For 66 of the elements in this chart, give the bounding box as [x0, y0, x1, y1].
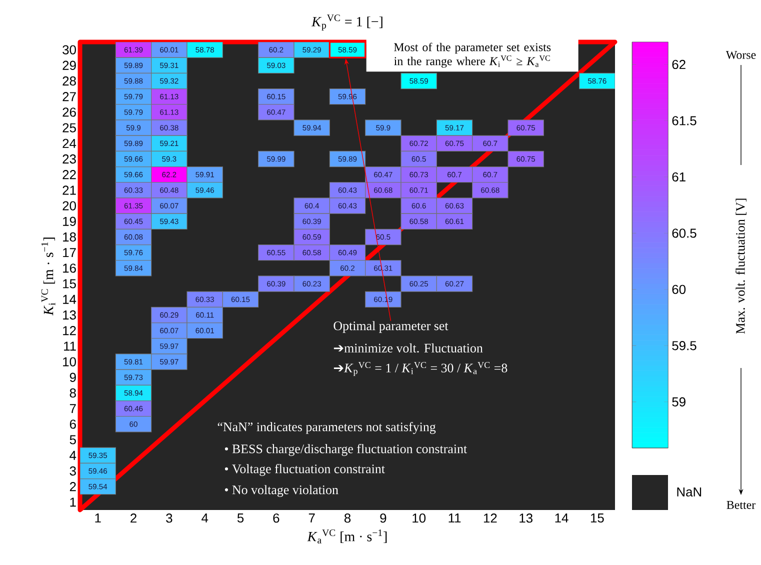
x-axis-title: K$_{a}$$^{VC}$ [m · s$^{−1}$] [307, 530, 387, 544]
annotation: • Voltage fluctuation constraint [224, 464, 385, 476]
y-tick-label: 12 [63, 326, 76, 336]
y-tick-label: 28 [62, 76, 76, 86]
y-tick-label: 22 [62, 170, 76, 180]
y-tick-label: 2 [70, 482, 76, 492]
x-tick-label: 6 [273, 514, 280, 523]
color-bar-label: 62 [672, 60, 686, 70]
text: ➔K$_{p}$$^{VC}$ = 1 / K$_{i}$$^{VC}$ = 30 / K$_{a}$$^{VC}$ =8 [334, 362, 508, 376]
text: Worse [726, 50, 756, 59]
color-bar-label: 59 [672, 397, 686, 406]
y-tick-label: 6 [70, 420, 76, 429]
y-tick-label: 23 [62, 154, 76, 164]
y-tick-label: 20 [62, 201, 76, 210]
y-tick-label: 9 [70, 372, 76, 382]
y-tick-label: 26 [62, 108, 76, 117]
y-tick-label: 29 [62, 60, 76, 70]
annotation: ➔minimize volt. Fluctuation [334, 343, 483, 353]
x-tick-label: 2 [130, 514, 136, 523]
color-bar-label: 59.5 [672, 341, 696, 350]
x-tick-label: 10 [412, 514, 426, 523]
y-tick-label: 14 [63, 294, 76, 304]
y-tick-label: 25 [62, 123, 76, 132]
text: Better [726, 501, 756, 509]
annotation: • No voltage violation [224, 485, 338, 497]
color-bar-label: 60 [672, 284, 686, 294]
y-tick-label: 30 [62, 45, 76, 54]
color-bar-label: 61.5 [672, 116, 696, 126]
y-tick-label: 24 [62, 138, 76, 148]
color-bar-label: 61 [672, 172, 686, 182]
y-tick-label: 5 [70, 435, 76, 444]
y-tick-label: 1 [70, 498, 76, 507]
y-tick-label: 21 [62, 186, 76, 195]
x-tick-label: 9 [380, 514, 386, 523]
y-tick-label: 10 [63, 357, 76, 366]
x-tick-label: 15 [590, 514, 604, 523]
text: NaN [677, 487, 702, 496]
annotation: “NaN” indicates parameters not satisfying [218, 422, 436, 434]
y-tick-label: 8 [70, 388, 76, 398]
y-tick-label: 27 [62, 92, 76, 102]
x-tick-label: 3 [166, 514, 172, 523]
color-bar-title: Max. volt. fluctuation [V] [736, 198, 746, 334]
annotation: • BESS charge/discharge fluctuation constraint [224, 444, 468, 456]
x-tick-label: 5 [237, 514, 244, 523]
y-tick-label: 16 [63, 264, 76, 273]
x-tick-label: 11 [448, 514, 461, 522]
color-bar-label: 60.5 [672, 228, 696, 238]
x-tick-label: 4 [202, 514, 208, 522]
x-tick-label: 1 [95, 514, 101, 522]
x-tick-label: 14 [555, 514, 568, 522]
x-tick-label: 13 [520, 514, 532, 523]
y-tick-label: 4 [70, 450, 76, 460]
y-tick-label: 11 [64, 342, 76, 351]
y-tick-label: 7 [70, 404, 76, 414]
x-tick-label: 7 [308, 514, 315, 522]
y-tick-label: 3 [70, 466, 76, 476]
x-tick-label: 12 [484, 514, 497, 523]
annotation: Optimal parameter set [334, 321, 448, 333]
y-tick-label: 13 [63, 310, 76, 320]
y-tick-label: 19 [63, 216, 76, 226]
y-tick-label: 17 [63, 248, 76, 258]
chart-title: K$_{p}$$^{VC}$ = 1 [−] [311, 14, 382, 30]
y-tick-label: 15 [63, 279, 76, 288]
y-tick-label: 18 [63, 232, 76, 242]
x-tick-label: 8 [344, 514, 351, 523]
y-axis-title: K$_{i}$$^{VC}$ [m · s$^{−1}$] [41, 238, 56, 316]
